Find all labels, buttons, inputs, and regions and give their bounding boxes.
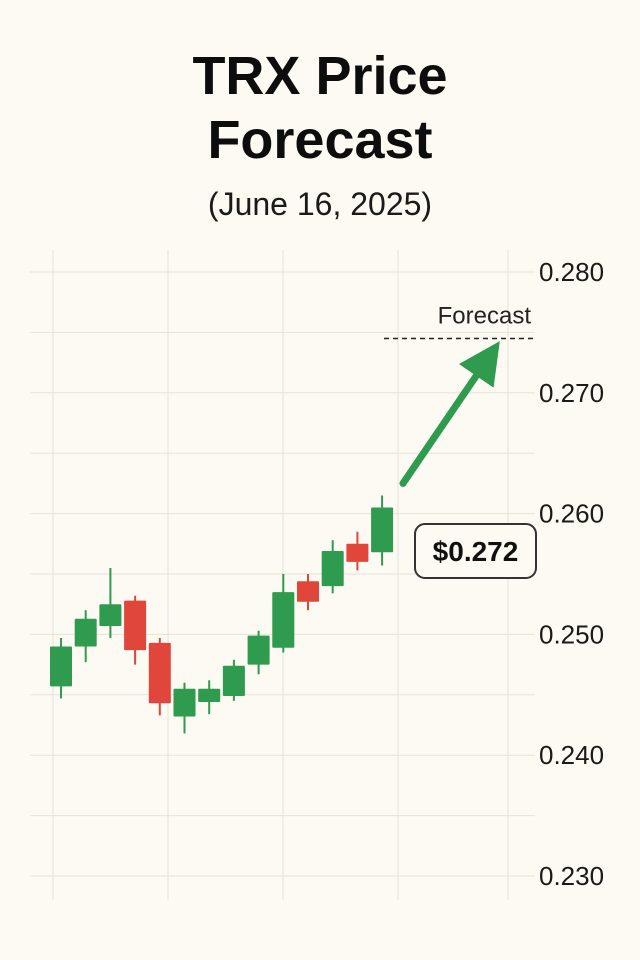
price-badge-box (414, 523, 537, 579)
y-tick-label: 0.240 (539, 740, 604, 770)
candle (148, 638, 171, 716)
price-badge-label: $0.272 (433, 536, 519, 567)
forecast-arrow-icon (399, 341, 500, 487)
candle (173, 682, 196, 734)
candle (124, 595, 147, 665)
candles (50, 495, 394, 734)
candle-body (50, 646, 72, 687)
candle-body (272, 592, 295, 648)
y-tick-label: 0.250 (539, 619, 604, 649)
candle (74, 610, 97, 663)
candle (371, 495, 394, 566)
candle (346, 531, 369, 571)
candle-body (321, 551, 344, 587)
y-tick-label: 0.230 (539, 861, 604, 891)
candle-body (297, 581, 319, 602)
candle-body (222, 665, 245, 697)
candle (321, 540, 344, 594)
annotations: Forecast $0.272 (384, 302, 537, 579)
candle-body (124, 600, 147, 651)
title-line-1: TRX Price (192, 46, 448, 106)
candle-body (371, 507, 394, 553)
title-line-2: Forecast (207, 110, 433, 170)
candle-body (198, 688, 221, 703)
candle-body (99, 604, 122, 626)
candle (198, 680, 221, 715)
candle (247, 630, 270, 675)
y-tick-label: 0.280 (539, 257, 604, 287)
y-tick-label: 0.270 (539, 378, 604, 408)
price-badge: $0.272 (414, 523, 537, 579)
y-axis: 0.280 0.270 0.260 0.250 0.240 0.230 (539, 257, 604, 891)
forecast-label: Forecast (438, 302, 532, 329)
candle (297, 574, 319, 611)
candle (272, 574, 295, 653)
candle-body (247, 635, 270, 665)
y-tick-label: 0.260 (539, 499, 604, 529)
candle (50, 638, 72, 699)
candle-body (173, 688, 196, 717)
chart-subtitle: (June 16, 2025) (207, 186, 433, 222)
candle-body (346, 543, 369, 562)
candle (222, 659, 245, 701)
candle-body (74, 618, 97, 647)
candle-body (148, 642, 171, 704)
chart-title: TRX Price Forecast (0, 44, 640, 172)
candle (99, 567, 122, 639)
